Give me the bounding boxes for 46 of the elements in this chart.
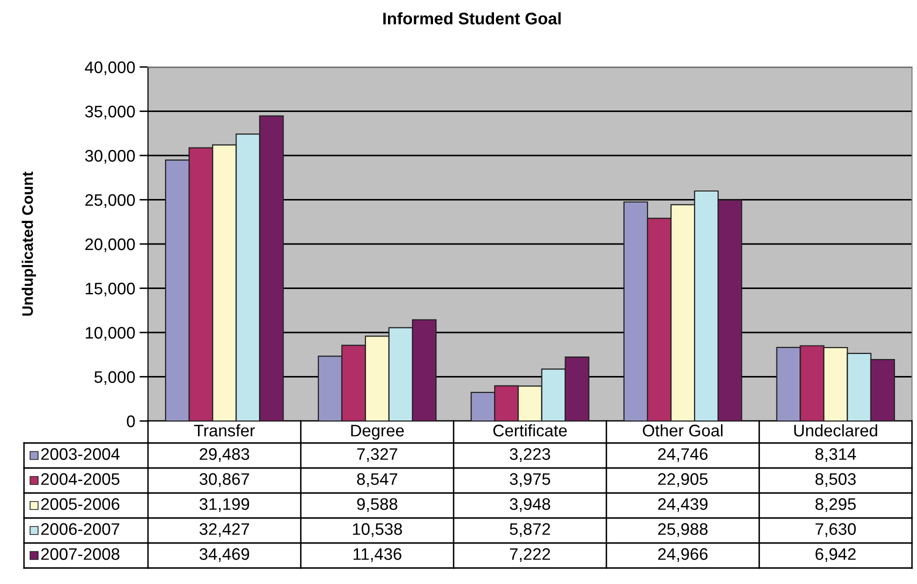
data-label: 3,948	[510, 498, 550, 512]
x-tick-label: Certificate	[493, 424, 567, 436]
y-tick-label: 0	[126, 415, 135, 428]
data-label: 8,547	[357, 473, 398, 487]
data-label: 7,222	[510, 548, 550, 562]
data-label: 34,469	[200, 548, 250, 562]
data-label: 8,503	[815, 473, 856, 487]
data-label: 31,199	[200, 498, 250, 512]
y-tick-label: 40,000	[84, 61, 135, 76]
y-tick-label: 25,000	[85, 194, 135, 208]
data-label: 32,427	[200, 523, 250, 537]
x-tick-label: Other Goal	[642, 424, 722, 436]
data-label: 8,314	[815, 448, 856, 462]
data-label: 22,905	[658, 473, 708, 487]
data-label: 24,746	[658, 448, 708, 462]
y-tick-label: 15,000	[86, 282, 135, 296]
y-tick-label: 20,000	[85, 238, 135, 252]
data-label: 5,872	[510, 523, 550, 537]
data-label: 7,327	[357, 448, 398, 462]
data-label: 6,942	[816, 548, 856, 562]
data-label: 10,538	[352, 523, 402, 537]
chart-title: Informed Student Goal	[383, 12, 561, 24]
data-label: 24,439	[658, 498, 708, 512]
legend-label: 2003-2004	[41, 448, 120, 460]
x-tick-label: Transfer	[194, 424, 255, 436]
data-label: 30,867	[200, 473, 250, 487]
data-label: 11,436	[354, 548, 402, 562]
legend-label: 2006-2007	[41, 523, 120, 535]
data-label: 7,630	[816, 523, 856, 537]
data-label: 9,588	[357, 498, 398, 512]
data-label: 8,295	[815, 498, 856, 512]
x-tick-label: Undeclared	[794, 424, 878, 436]
data-label: 3,975	[510, 473, 550, 487]
legend-label: 2004-2005	[41, 473, 120, 485]
data-label: 25,988	[658, 523, 708, 537]
y-tick-label: 10,000	[86, 326, 135, 341]
legend-label: 2005-2006	[41, 498, 120, 510]
data-label: 3,223	[510, 448, 550, 462]
y-axis-title: Unduplicated Count	[22, 172, 36, 316]
x-tick-label: Degree	[351, 424, 404, 440]
data-label: 24,966	[658, 548, 708, 562]
y-tick-label: 30,000	[85, 150, 135, 164]
y-tick-label: 35,000	[85, 106, 135, 120]
data-label: 29,483	[200, 448, 250, 462]
y-tick-label: 5,000	[94, 371, 135, 385]
legend-label: 2007-2008	[41, 548, 120, 560]
